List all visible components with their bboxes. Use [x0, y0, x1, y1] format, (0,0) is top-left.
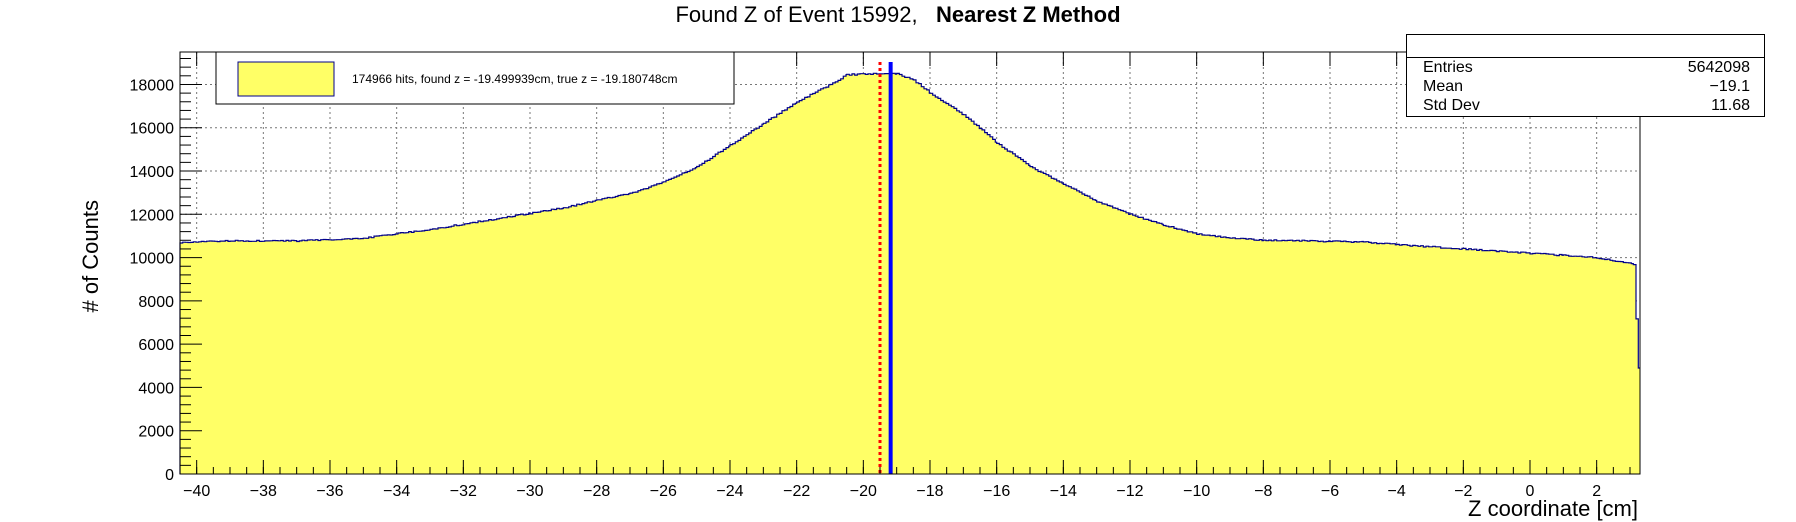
histogram-fill: [180, 73, 1640, 475]
x-tick-label: −6: [1321, 483, 1339, 500]
stats-label: Entries: [1423, 59, 1473, 76]
x-tick-label: −16: [983, 483, 1010, 500]
stats-value: −19.1: [1709, 78, 1750, 95]
x-tick-label: −40: [183, 483, 210, 500]
y-tick-label: 18000: [130, 77, 175, 94]
x-tick-label: −4: [1388, 483, 1406, 500]
stats-row-mean: Mean −19.1: [1407, 77, 1764, 96]
histogram-layer: [179, 72, 1640, 475]
marker-lines: [878, 62, 893, 474]
x-tick-label: −28: [583, 483, 610, 500]
y-tick-label: 14000: [130, 164, 175, 181]
x-tick-label: −8: [1254, 483, 1272, 500]
y-axis-label: # of Counts: [78, 200, 103, 313]
x-tick-label: 2: [1592, 483, 1601, 500]
x-tick-label: −34: [383, 483, 410, 500]
x-tick-label: −20: [850, 483, 877, 500]
stats-label: Mean: [1423, 78, 1464, 95]
y-tick-label: 4000: [138, 380, 174, 397]
y-tick-label: 2000: [138, 424, 174, 441]
x-tick-label: −24: [716, 483, 743, 500]
x-tick-label: −36: [316, 483, 343, 500]
x-tick-label: −38: [250, 483, 277, 500]
y-tick-label: 6000: [138, 337, 174, 354]
y-tick-label: 8000: [138, 294, 174, 311]
x-tick-label: −14: [1050, 483, 1077, 500]
x-tick-label: 0: [1526, 483, 1535, 500]
x-tick-label: −12: [1116, 483, 1143, 500]
stats-box: Entries 5642098 Mean −19.1 Std Dev 11.68: [1406, 34, 1765, 117]
stats-value: 11.68: [1711, 97, 1750, 114]
legend-swatch: [237, 61, 335, 97]
stats-value: 5642098: [1687, 59, 1750, 76]
title-main: Found Z of Event 15992,: [675, 2, 918, 27]
legend: 174966 hits, found z = -19.499939cm, tru…: [215, 51, 735, 105]
x-tick-label: −30: [516, 483, 543, 500]
x-tick-label: −26: [650, 483, 677, 500]
stats-row-stddev: Std Dev 11.68: [1407, 96, 1764, 115]
chart-title: Found Z of Event 15992, Nearest Z Method: [0, 2, 1796, 28]
axes: −40 −38 −36 −34 −32 −30 −28 −26 −24 −22 −20 −18 −16−…: [78, 51, 1641, 521]
y-tick-label: 10000: [130, 251, 175, 268]
legend-label: 174966 hits, found z = -19.499939cm, tru…: [352, 72, 678, 86]
stats-header: [1407, 35, 1764, 58]
x-tick-label: −2: [1454, 483, 1472, 500]
x-tick-label: −32: [450, 483, 477, 500]
x-tick-label: −22: [783, 483, 810, 500]
y-tick-label: 0: [165, 467, 174, 484]
x-tick-label: −18: [916, 483, 943, 500]
plot-frame: [179, 51, 1641, 475]
title-method: Nearest Z Method: [935, 2, 1121, 27]
stats-row-entries: Entries 5642098: [1407, 58, 1764, 77]
histogram-outline: [179, 72, 1640, 474]
x-axis-label: Z coordinate [cm]: [1468, 496, 1638, 521]
x-tick-label: −10: [1183, 483, 1210, 500]
y-tick-label: 16000: [130, 121, 175, 138]
stats-label: Std Dev: [1423, 97, 1480, 114]
y-tick-label: 12000: [130, 207, 175, 224]
